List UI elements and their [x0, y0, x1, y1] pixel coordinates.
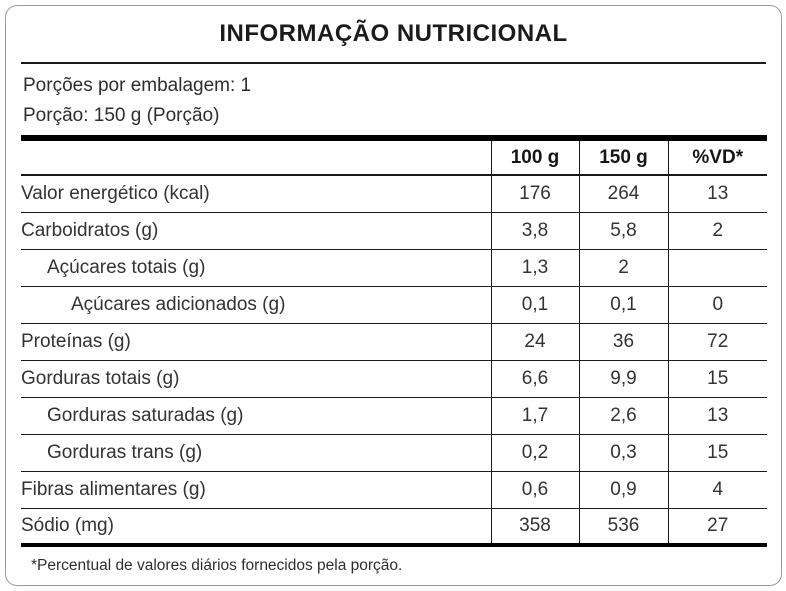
value-vd: 72	[667, 323, 767, 361]
row-label: Açúcares totais (g)	[21, 249, 491, 287]
value-150g: 0,3	[578, 434, 668, 472]
value-vd: 13	[667, 397, 767, 435]
row-label: Valor energético (kcal)	[21, 175, 491, 213]
table-row: Valor energético (kcal) 176 264 13	[21, 175, 767, 213]
value-150g: 2	[578, 249, 668, 287]
value-vd: 15	[667, 434, 767, 472]
table-row: Carboidratos (g) 3,8 5,8 2	[21, 212, 767, 250]
value-vd: 13	[667, 175, 767, 213]
value-100g: 1,7	[490, 397, 579, 435]
servings-per-package: Porções por embalagem: 1	[23, 75, 252, 96]
value-vd: 27	[667, 508, 767, 545]
value-150g: 0,9	[578, 471, 668, 509]
row-label: Carboidratos (g)	[21, 212, 491, 250]
value-100g: 24	[490, 323, 579, 361]
value-100g: 3,8	[490, 212, 579, 250]
value-100g: 1,3	[490, 249, 579, 287]
value-100g: 0,2	[490, 434, 579, 472]
row-label: Sódio (mg)	[21, 514, 114, 536]
value-100g: 0,1	[490, 286, 579, 324]
table-row: Gorduras totais (g) 6,6 9,9 15	[21, 360, 767, 398]
nutrition-label-card: INFORMAÇÃO NUTRICIONAL Porções por embal…	[5, 5, 782, 586]
column-header-150g: 150 g	[578, 138, 668, 176]
table-row: Gorduras saturadas (g) 1,7 2,6 13	[21, 397, 767, 435]
table-header-row: 100 g 150 g %VD*	[21, 138, 767, 176]
value-150g: 2,6	[578, 397, 668, 435]
table-row: Fibras alimentares (g) 0,6 0,9 4	[21, 471, 767, 509]
value-vd: 2	[667, 212, 767, 250]
portion-size: Porção: 150 g (Porção)	[23, 105, 220, 126]
column-header-blank	[21, 138, 491, 176]
row-label: Gorduras trans (g)	[21, 434, 491, 472]
table-row: Açúcares adicionados (g) 0,1 0,1 0	[21, 286, 767, 324]
value-vd: 15	[667, 360, 767, 398]
value-100g: 176	[490, 175, 579, 213]
value-150g: 0,1	[578, 286, 668, 324]
value-100g: 0,6	[490, 471, 579, 509]
table-row: Açúcares totais (g) 1,3 2	[21, 249, 767, 287]
nutrition-table: 100 g 150 g %VD* Valor energético (kcal)…	[21, 135, 767, 547]
table-row: Proteínas (g) 24 36 72	[21, 323, 767, 361]
value-100g: 6,6	[490, 360, 579, 398]
value-150g: 536	[578, 508, 668, 545]
value-vd: 4	[667, 471, 767, 509]
row-label: Gorduras saturadas (g)	[21, 397, 491, 435]
value-150g: 9,9	[578, 360, 668, 398]
column-header-vd: %VD*	[667, 138, 767, 176]
table-row: Sódio (mg) 358 536 27	[21, 508, 767, 545]
row-label: Fibras alimentares (g)	[21, 471, 491, 509]
page-title: INFORMAÇÃO NUTRICIONAL	[21, 6, 766, 64]
row-label: Proteínas (g)	[21, 323, 491, 361]
value-150g: 264	[578, 175, 668, 213]
column-header-100g: 100 g	[490, 138, 579, 176]
value-vd: 0	[667, 286, 767, 324]
value-150g: 5,8	[578, 212, 668, 250]
serving-info: Porções por embalagem: 1 Porção: 150 g (…	[21, 64, 766, 135]
daily-value-footnote: *Percentual de valores diários fornecido…	[31, 557, 403, 574]
value-100g: 358	[490, 508, 579, 545]
value-vd	[667, 249, 767, 287]
table-row: Gorduras trans (g) 0,2 0,3 15	[21, 434, 767, 472]
row-label: Açúcares adicionados (g)	[21, 286, 491, 324]
row-label: Gorduras totais (g)	[21, 360, 491, 398]
value-150g: 36	[578, 323, 668, 361]
